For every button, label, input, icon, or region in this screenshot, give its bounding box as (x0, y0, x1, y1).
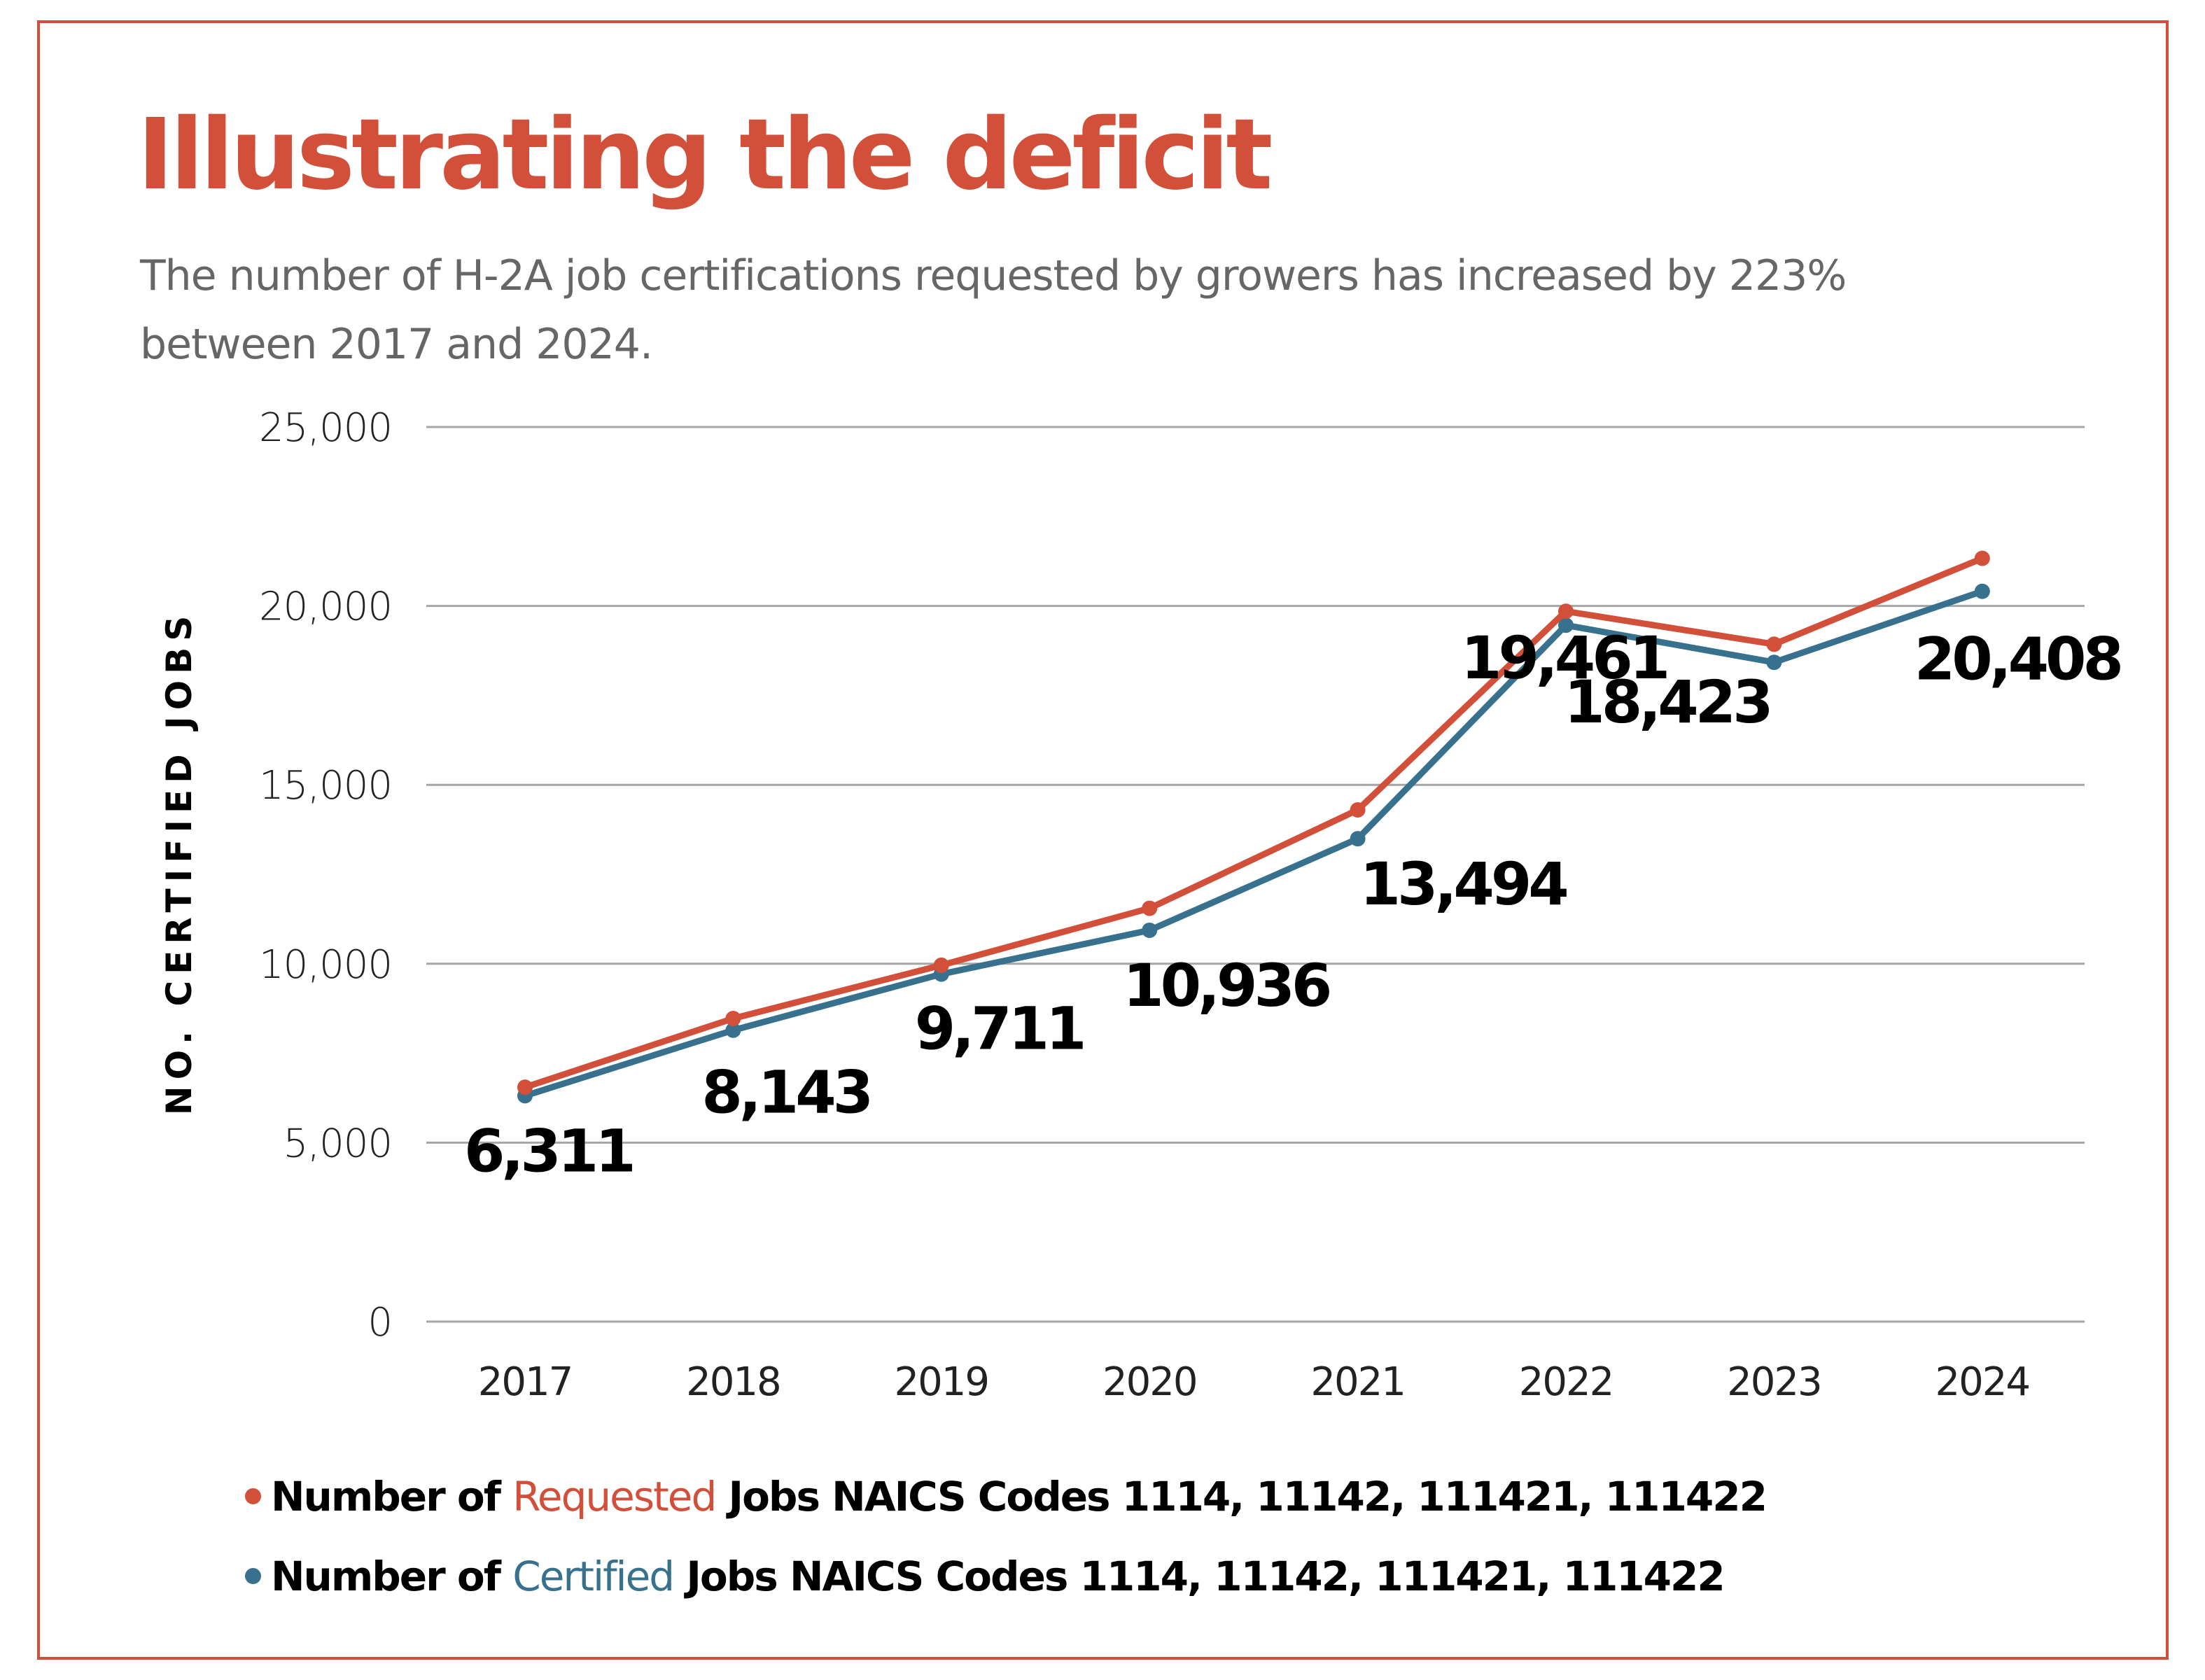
card-frame (37, 20, 2169, 1660)
legend-key-certified: Certified (512, 1553, 675, 1600)
legend-item-certified: Number of Certified Jobs NAICS Codes 111… (245, 1543, 1766, 1623)
data-point-requested (1558, 603, 1574, 620)
x-tick-label: 2020 (1102, 1359, 1197, 1405)
x-tick-label: 2018 (686, 1359, 780, 1405)
data-point-requested (933, 957, 949, 973)
series-line-requested (522, 555, 1986, 1091)
data-label: 6,311 (464, 1116, 633, 1185)
legend-prefix: Number of (271, 1473, 513, 1520)
data-point-certified (1766, 654, 1782, 671)
legend-prefix: Number of (271, 1553, 513, 1600)
legend-suffix: Jobs NAICS Codes 1114, 11142, 111421, 11… (715, 1473, 1768, 1520)
legend-dot-certified-icon (245, 1568, 261, 1585)
chart-title: Illustrating the deficit (137, 98, 1273, 212)
data-point-requested (1766, 636, 1782, 652)
y-tick-label: 15,000 (259, 763, 392, 808)
data-point-requested (517, 1079, 533, 1096)
data-label: 20,408 (1914, 625, 2121, 694)
data-point-requested (1142, 900, 1158, 916)
data-point-requested (725, 1011, 741, 1027)
x-tick-label: 2022 (1519, 1359, 1614, 1405)
x-tick-label: 2021 (1310, 1359, 1405, 1405)
chart-subtitle: The number of H-2A job certifications re… (140, 251, 1847, 369)
data-point-certified (1974, 583, 1990, 599)
series-lines (517, 550, 1990, 1104)
y-tick-label: 5,000 (284, 1121, 392, 1166)
data-point-requested (1974, 550, 1990, 566)
series-certified (517, 583, 1990, 1104)
data-point-certified (1350, 831, 1366, 847)
data-point-certified (725, 1022, 741, 1038)
data-label: 13,494 (1360, 850, 1567, 918)
x-tick-label: 2017 (478, 1359, 573, 1405)
y-tick-label: 10,000 (259, 942, 392, 988)
series-requested (517, 550, 1990, 1096)
legend-suffix: Jobs NAICS Codes 1114, 11142, 111421, 11… (673, 1553, 1725, 1600)
x-tick-label: 2023 (1727, 1359, 1821, 1405)
data-point-certified (1142, 922, 1158, 938)
x-tick-label: 2024 (1935, 1359, 2030, 1405)
x-axis-ticks: 2017 2018 2019 2020 2021 2022 2023 2024 (478, 1359, 2031, 1405)
series-line-certified (522, 588, 1986, 1099)
y-axis-title: NO. CERTIFIED JOBS (159, 610, 200, 1116)
legend-key-requested: Requested (512, 1473, 717, 1520)
gridlines (426, 426, 2085, 1323)
data-label: 19,461 (1461, 624, 1667, 692)
y-tick-label: 25,000 (259, 405, 392, 451)
data-label: 8,143 (701, 1058, 870, 1127)
y-axis-ticks: 0 5,000 10,000 15,000 20,000 25,000 (259, 405, 393, 1345)
data-label: 10,936 (1123, 951, 1329, 1020)
x-tick-label: 2019 (895, 1359, 989, 1405)
y-tick-label: 0 (368, 1300, 392, 1345)
legend: Number of Requested Jobs NAICS Codes 111… (245, 1463, 1768, 1623)
y-tick-label: 20,000 (259, 584, 392, 630)
data-point-certified (1558, 617, 1574, 634)
legend-dot-requested-icon (245, 1488, 261, 1505)
data-point-requested (1350, 802, 1366, 818)
data-label: 9,711 (915, 995, 1084, 1063)
data-label: 18,423 (1564, 668, 1770, 736)
legend-item-requested: Number of Requested Jobs NAICS Codes 111… (245, 1463, 1768, 1543)
